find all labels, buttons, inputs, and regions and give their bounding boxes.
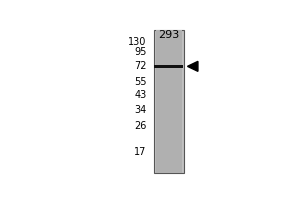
Text: 293: 293 xyxy=(158,30,179,40)
Bar xyxy=(156,30,182,173)
Text: 72: 72 xyxy=(134,61,147,71)
Text: 34: 34 xyxy=(134,105,147,115)
Text: 95: 95 xyxy=(134,47,147,57)
Text: 130: 130 xyxy=(128,37,147,47)
Bar xyxy=(154,30,184,173)
Text: 17: 17 xyxy=(134,147,147,157)
Polygon shape xyxy=(188,61,198,71)
Text: 26: 26 xyxy=(134,121,147,131)
Bar xyxy=(154,65,183,68)
Text: 43: 43 xyxy=(134,90,147,100)
Text: 55: 55 xyxy=(134,77,147,87)
